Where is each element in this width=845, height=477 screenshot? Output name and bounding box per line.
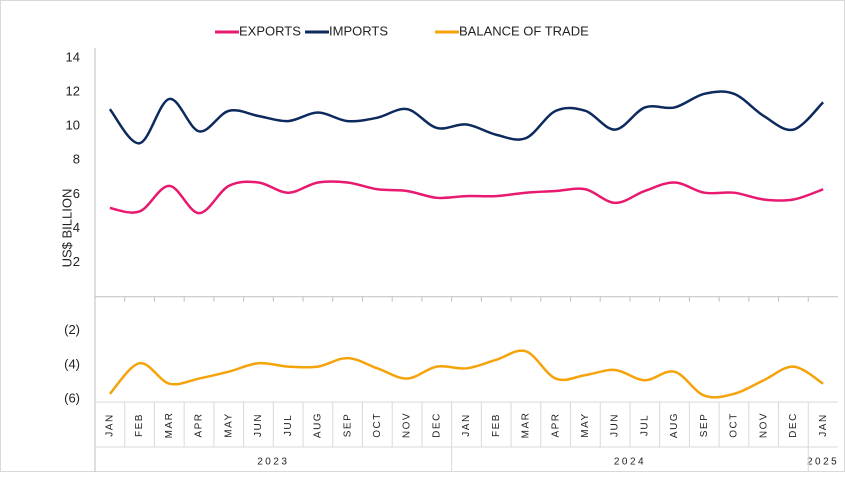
line-series (109, 180, 824, 215)
x-tick-label: OCT (372, 412, 383, 438)
x-group-label: 2023 (257, 457, 289, 468)
x-tick-label: AUG (669, 412, 680, 438)
x-tick-label: JUL (283, 414, 294, 436)
x-tick-label: MAY (223, 412, 234, 437)
y-tick-label: (2) (64, 322, 80, 337)
y-axis-title: US$ BILLION (59, 189, 74, 268)
x-tick-label: MAR (164, 412, 175, 439)
y-tick-label: 12 (66, 84, 80, 99)
legend-label: IMPORTS (329, 23, 388, 38)
x-tick-label: JUN (253, 413, 264, 437)
x-tick-label: AUG (313, 412, 324, 438)
y-tick-label: 2 (73, 254, 80, 269)
x-tick-label: JAN (105, 413, 116, 436)
line-series (108, 90, 825, 145)
y-tick-label: 10 (66, 118, 80, 133)
x-tick-label: DEC (788, 412, 799, 438)
x-tick-label: JUL (639, 414, 650, 436)
x-group-label: 2025 (807, 457, 839, 468)
x-group-label: 2024 (614, 457, 646, 468)
y-tick-label: 14 (66, 49, 80, 64)
x-tick-label: APR (194, 412, 205, 437)
legend-label: BALANCE OF TRADE (459, 23, 589, 38)
x-tick-label: APR (550, 412, 561, 437)
x-tick-label: FEB (491, 413, 502, 437)
x-tick-label: NOV (758, 412, 769, 438)
y-tick-label: (6) (64, 390, 80, 405)
x-tick-label: JAN (461, 413, 472, 436)
x-tick-label: SEP (342, 413, 353, 438)
x-tick-label: OCT (729, 412, 740, 438)
x-tick-label: MAY (580, 412, 591, 437)
x-tick-label: SEP (699, 413, 710, 438)
y-tick-label: 8 (73, 152, 80, 167)
line-series (108, 349, 824, 399)
x-tick-label: MAR (521, 412, 532, 439)
x-tick-label: DEC (431, 412, 442, 438)
x-tick-label: JAN (818, 413, 829, 436)
legend-label: EXPORTS (239, 23, 301, 38)
y-tick-label: 6 (73, 186, 80, 201)
x-tick-label: FEB (134, 413, 145, 437)
x-tick-label: JUN (610, 413, 621, 437)
y-tick-label: 4 (73, 220, 80, 235)
x-tick-label: NOV (402, 412, 413, 438)
y-tick-label: (4) (64, 356, 80, 371)
